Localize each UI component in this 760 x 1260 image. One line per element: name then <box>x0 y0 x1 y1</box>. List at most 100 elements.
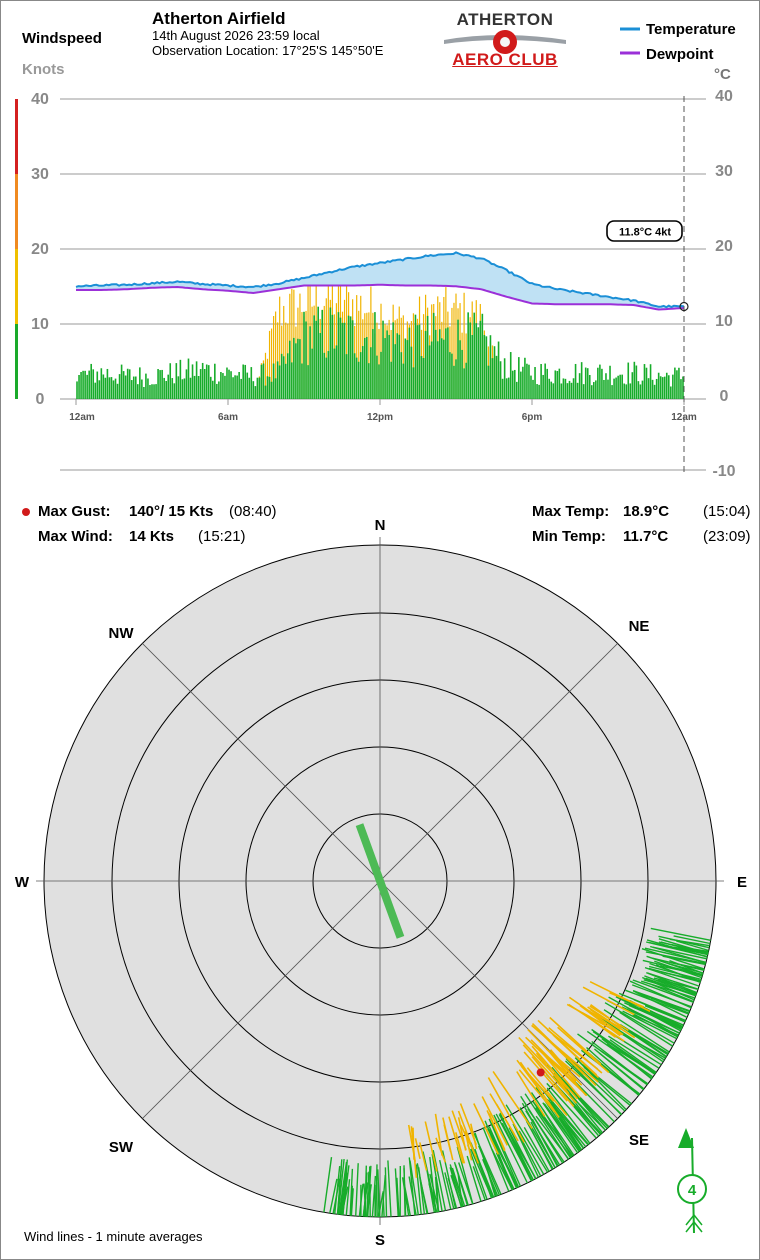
wind-direction-tick <box>396 1177 400 1217</box>
gust-direction-tick <box>587 1006 636 1039</box>
max-wind-value: 14 Kts <box>129 528 175 545</box>
wind-direction-tick <box>470 1148 493 1199</box>
wind-direction-tick <box>624 1026 669 1055</box>
wind-direction-tick <box>369 1166 371 1217</box>
wind-direction-tick <box>659 965 703 976</box>
right-tick-label: 10 <box>715 313 733 330</box>
wind-direction-tick <box>518 1130 545 1175</box>
wind-direction-tick <box>447 1177 458 1209</box>
wind-direction-tick <box>467 1144 488 1200</box>
wind-direction-tick <box>520 1095 564 1164</box>
gust-direction-tick <box>557 1026 610 1074</box>
wind-direction-tick <box>619 1011 673 1047</box>
gust-direction-tick <box>522 1044 577 1104</box>
legend-temperature: Temperature <box>646 21 736 38</box>
wind-direction-tick <box>608 996 679 1037</box>
gust-direction-tick <box>537 1019 598 1076</box>
wind-direction-tick <box>456 1146 474 1205</box>
wind-direction-tick <box>640 980 696 999</box>
wind-indicator-fletching <box>685 1214 703 1233</box>
right-tick-label: 40 <box>715 88 733 105</box>
gust-direction-tick <box>519 1061 560 1118</box>
left-tick-label: 30 <box>31 166 49 183</box>
gust-direction-tick <box>457 1110 479 1164</box>
max-wind-time: (15:21) <box>198 528 246 545</box>
right-tick-label: 30 <box>715 163 733 180</box>
dewpoint-line <box>76 283 685 311</box>
gust-direction-tick <box>549 1016 602 1065</box>
x-tick-label: 12am <box>69 412 95 423</box>
gust-direction-tick <box>424 1121 438 1172</box>
wind-direction-tick <box>609 1039 657 1073</box>
max-gust-time: (08:40) <box>229 503 277 520</box>
wind-direction-tick <box>338 1161 348 1215</box>
gust-direction-tick <box>407 1124 416 1162</box>
gust-direction-tick <box>537 1047 581 1099</box>
wind-direction-tick <box>632 979 694 1003</box>
footer-note: Wind lines - 1 minute averages <box>24 1229 203 1244</box>
wind-direction-tick <box>615 1030 666 1059</box>
wind-direction-tick <box>377 1192 384 1218</box>
wind-direction-tick <box>329 1178 338 1214</box>
gust-direction-tick <box>487 1077 525 1143</box>
gust-direction-tick <box>481 1096 509 1146</box>
logo-spinner <box>500 37 510 47</box>
wind-direction-tick <box>366 1171 370 1217</box>
gust-direction-tick <box>448 1116 464 1164</box>
wind-direction-tick <box>598 1052 645 1090</box>
wind-direction-tick <box>546 1082 597 1139</box>
wind-direction-tick <box>574 1081 615 1123</box>
wind-direction-tick <box>477 1159 495 1198</box>
right-axis-unit: °C <box>714 66 731 83</box>
x-tick-label: 6pm <box>522 412 543 423</box>
wind-direction-tick <box>428 1183 437 1213</box>
gust-direction-tick <box>492 1070 533 1130</box>
wind-direction-tick <box>505 1104 549 1173</box>
gust-direction-tick <box>584 1014 617 1039</box>
gust-direction-tick <box>531 1045 579 1100</box>
max-gust-marker <box>536 1068 545 1077</box>
wind-direction-tick <box>525 1121 554 1170</box>
wind-direction-tick <box>432 1149 447 1211</box>
gust-direction-tick <box>589 1005 629 1032</box>
gust-direction-tick <box>414 1138 421 1159</box>
wind-direction-tick <box>628 1004 683 1029</box>
wind-direction-tick <box>449 1164 464 1207</box>
wind-direction-tick <box>546 1087 591 1144</box>
max-temp-label: Max Temp: <box>532 503 610 520</box>
wind-direction-tick <box>547 1099 583 1151</box>
wind-direction-tick <box>482 1127 510 1192</box>
wind-direction-tick <box>491 1122 522 1187</box>
wind-direction-tick <box>603 1009 670 1053</box>
mean-wind-vector <box>355 823 405 939</box>
wind-direction-tick <box>375 1164 378 1218</box>
gust-direction-tick <box>455 1132 466 1164</box>
wind-direction-tick <box>549 1101 589 1146</box>
gust-direction-tick <box>566 1003 623 1036</box>
logo-text-bottom: AERO CLUB <box>452 50 558 69</box>
wind-indicator-arrowhead <box>678 1128 694 1148</box>
wind-direction-tick <box>454 1164 469 1206</box>
left-tick-label: 10 <box>31 316 49 333</box>
logo-graphic <box>444 30 566 54</box>
wind-direction-tick <box>650 997 690 1014</box>
compass-label-ne: NE <box>629 618 650 635</box>
wind-direction-tick <box>362 1187 368 1217</box>
wind-direction-tick <box>488 1118 520 1188</box>
min-temp-time: (23:09) <box>703 528 751 545</box>
wind-direction-tick <box>451 1167 466 1207</box>
wind-direction-tick <box>653 977 699 990</box>
wind-direction-tick <box>394 1168 399 1217</box>
gust-direction-tick <box>526 1067 568 1117</box>
date-line: 14th August 2026 23:59 local <box>152 28 320 43</box>
wind-direction-tick <box>350 1188 354 1216</box>
wind-direction-tick <box>643 979 697 996</box>
wind-direction-tick <box>641 993 690 1013</box>
wind-direction-tick <box>337 1159 343 1215</box>
wind-direction-tick <box>622 1010 678 1040</box>
max-gust-label: Max Gust: <box>38 503 111 520</box>
max-temp-time: (15:04) <box>703 503 751 520</box>
wind-direction-tick <box>473 1133 502 1195</box>
gust-direction-tick <box>582 986 635 1016</box>
wind-direction-tick <box>323 1157 333 1213</box>
